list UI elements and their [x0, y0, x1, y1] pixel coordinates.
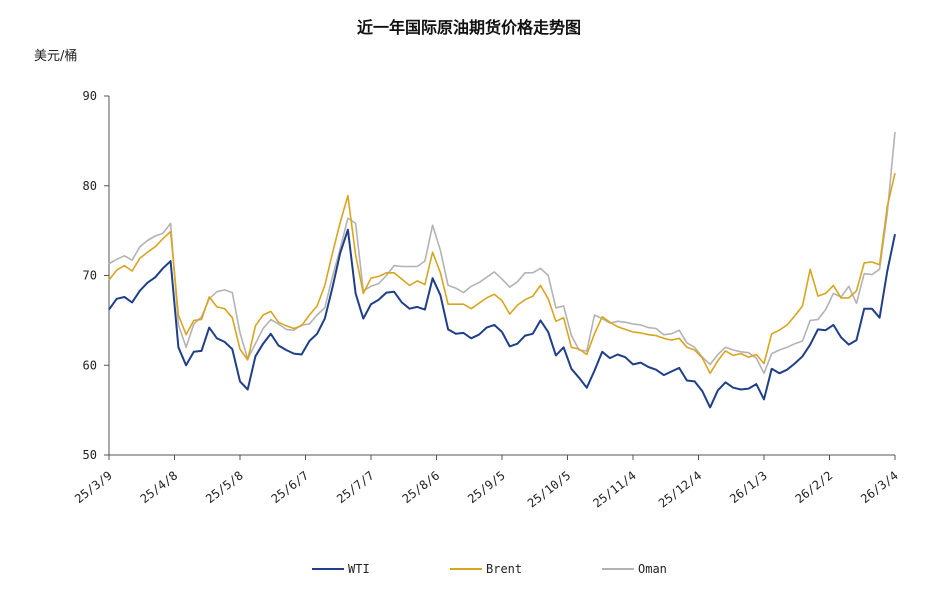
x-tick-label: 25/8/6: [400, 468, 443, 506]
legend-item-wti: WTI: [312, 562, 370, 576]
legend-item-brent: Brent: [450, 562, 522, 576]
x-tick-label: 25/11/4: [590, 468, 638, 510]
y-tick-label: 80: [83, 179, 97, 193]
x-tick-label: 25/4/8: [138, 468, 181, 506]
series-line-wti: [108, 228, 896, 409]
x-tick-label: 26/2/2: [793, 468, 836, 506]
y-tick-label: 70: [83, 269, 97, 283]
x-tick-label: 25/3/9: [72, 468, 115, 506]
legend-label-brent: Brent: [486, 562, 523, 576]
legend-swatch-oman: [602, 568, 634, 570]
y-tick-label: 90: [83, 89, 97, 103]
y-tick-label: 50: [83, 448, 97, 462]
legend-label-wti: WTI: [348, 562, 370, 576]
x-tick-label: 25/7/7: [334, 468, 377, 506]
x-tick-label: 25/12/4: [656, 468, 704, 510]
y-axis-unit-label: 美元/桶: [34, 49, 78, 64]
x-tick-label: 26/1/3: [727, 468, 770, 506]
legend-swatch-wti: [312, 568, 344, 570]
legend-swatch-brent: [450, 568, 482, 570]
legend-item-oman: Oman: [602, 562, 667, 576]
x-tick-label: 26/3/4: [858, 468, 901, 506]
series-line-brent: [108, 173, 896, 375]
x-tick-label: 25/5/8: [203, 468, 246, 506]
x-tick-label: 25/6/7: [269, 468, 312, 506]
legend-label-oman: Oman: [638, 562, 667, 576]
x-tick-label: 25/9/5: [465, 468, 508, 506]
chart-axes: 50 60 70 80 90 25/3/9 25/4/8 25/5/8 25/6/7 25/7/7…: [72, 89, 901, 511]
chart-legend: WTI Brent Oman: [0, 562, 938, 582]
chart-series: [108, 131, 896, 409]
chart-title: 近一年国际原油期货价格走势图: [356, 18, 581, 37]
y-tick-label: 60: [83, 358, 97, 372]
x-tick-label: 25/10/5: [525, 468, 573, 510]
series-line-oman: [108, 131, 896, 375]
